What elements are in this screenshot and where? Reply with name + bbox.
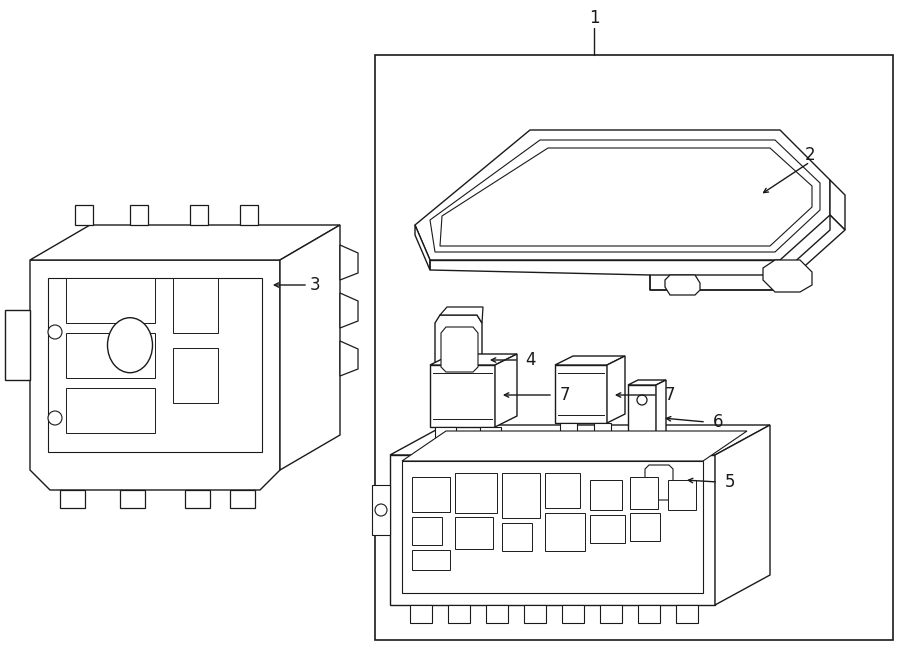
Polygon shape xyxy=(375,55,893,640)
Polygon shape xyxy=(60,490,85,508)
Polygon shape xyxy=(412,477,450,512)
Polygon shape xyxy=(555,365,607,423)
Polygon shape xyxy=(435,315,482,377)
Circle shape xyxy=(375,504,387,516)
Polygon shape xyxy=(66,333,155,378)
Polygon shape xyxy=(130,205,148,225)
Polygon shape xyxy=(668,480,696,510)
Text: 6: 6 xyxy=(713,413,724,431)
Polygon shape xyxy=(455,473,497,513)
Polygon shape xyxy=(600,605,622,623)
Polygon shape xyxy=(415,130,830,260)
Polygon shape xyxy=(502,523,532,551)
Polygon shape xyxy=(372,485,390,535)
Polygon shape xyxy=(630,477,658,509)
Polygon shape xyxy=(30,225,340,260)
Polygon shape xyxy=(560,423,577,435)
Polygon shape xyxy=(430,365,495,427)
Polygon shape xyxy=(440,148,812,246)
Circle shape xyxy=(637,395,647,405)
Polygon shape xyxy=(650,215,845,290)
Polygon shape xyxy=(763,260,812,292)
Polygon shape xyxy=(495,354,517,427)
Polygon shape xyxy=(441,327,478,372)
Polygon shape xyxy=(430,140,820,252)
Circle shape xyxy=(48,411,62,425)
Text: 5: 5 xyxy=(724,473,735,491)
Polygon shape xyxy=(640,455,678,503)
Polygon shape xyxy=(630,513,660,541)
Text: 7: 7 xyxy=(560,386,571,404)
Polygon shape xyxy=(524,605,546,623)
Polygon shape xyxy=(340,245,358,280)
Polygon shape xyxy=(173,348,218,403)
Polygon shape xyxy=(120,490,145,508)
Polygon shape xyxy=(545,513,585,551)
Polygon shape xyxy=(66,278,155,323)
Polygon shape xyxy=(662,503,673,517)
Polygon shape xyxy=(594,423,611,435)
Polygon shape xyxy=(402,461,703,593)
Polygon shape xyxy=(75,205,93,225)
Polygon shape xyxy=(638,605,660,623)
Polygon shape xyxy=(340,293,358,328)
Polygon shape xyxy=(644,448,682,455)
Circle shape xyxy=(48,325,62,339)
Polygon shape xyxy=(455,517,493,549)
Polygon shape xyxy=(555,356,625,365)
Polygon shape xyxy=(173,278,218,333)
Polygon shape xyxy=(715,425,770,605)
Polygon shape xyxy=(185,490,210,508)
Polygon shape xyxy=(240,205,258,225)
Polygon shape xyxy=(430,354,517,365)
Polygon shape xyxy=(502,473,540,518)
Polygon shape xyxy=(665,275,700,295)
Text: 2: 2 xyxy=(805,146,815,164)
Polygon shape xyxy=(230,490,255,508)
Polygon shape xyxy=(402,431,747,461)
Polygon shape xyxy=(30,260,280,490)
Polygon shape xyxy=(645,465,673,500)
Polygon shape xyxy=(628,380,666,385)
Polygon shape xyxy=(448,605,470,623)
Polygon shape xyxy=(66,388,155,433)
Polygon shape xyxy=(545,473,580,508)
Polygon shape xyxy=(590,480,622,510)
Polygon shape xyxy=(480,427,501,439)
Polygon shape xyxy=(190,205,208,225)
Polygon shape xyxy=(48,278,262,452)
Polygon shape xyxy=(562,605,584,623)
Polygon shape xyxy=(435,427,456,439)
Text: 1: 1 xyxy=(589,9,599,27)
Polygon shape xyxy=(390,455,715,605)
Polygon shape xyxy=(830,180,845,230)
Polygon shape xyxy=(390,425,770,455)
Polygon shape xyxy=(443,377,453,395)
Text: 4: 4 xyxy=(525,351,535,369)
Polygon shape xyxy=(676,605,698,623)
Polygon shape xyxy=(280,225,340,470)
Polygon shape xyxy=(628,385,656,455)
Polygon shape xyxy=(645,503,656,517)
Polygon shape xyxy=(340,341,358,376)
Polygon shape xyxy=(440,307,483,323)
Polygon shape xyxy=(656,380,666,455)
Polygon shape xyxy=(607,356,625,423)
Text: 7: 7 xyxy=(665,386,675,404)
Polygon shape xyxy=(412,550,450,570)
Text: 3: 3 xyxy=(310,276,320,294)
Polygon shape xyxy=(410,605,432,623)
Polygon shape xyxy=(412,517,442,545)
Polygon shape xyxy=(415,225,430,270)
Polygon shape xyxy=(590,515,625,543)
Polygon shape xyxy=(463,377,473,395)
Ellipse shape xyxy=(107,318,152,373)
Polygon shape xyxy=(486,605,508,623)
Polygon shape xyxy=(5,310,30,380)
